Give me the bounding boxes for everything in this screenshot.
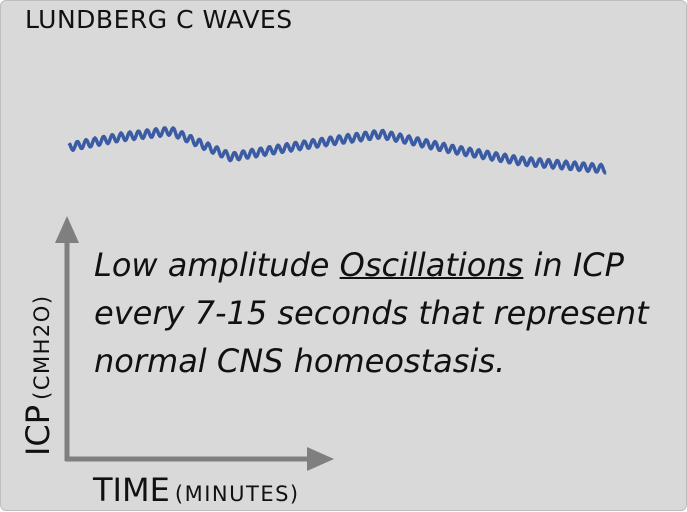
description: Low amplitude Oscillations in ICP every … — [94, 241, 664, 385]
y-unit: (CMH2O) — [30, 294, 54, 400]
description-underlined: Oscillations — [339, 246, 524, 284]
x-axis-label: TIME (MINUTES) — [93, 471, 300, 509]
y-label: ICP — [19, 404, 57, 456]
wave — [67, 126, 607, 175]
x-label: TIME — [93, 471, 170, 509]
x-arrow — [307, 447, 334, 471]
description-text: in ICP every 7-15 seconds that represent… — [94, 246, 649, 380]
x-unit: (MINUTES) — [174, 482, 300, 506]
description-text: Low amplitude — [94, 246, 330, 284]
y-arrow — [55, 216, 79, 243]
title: LUNDBERG C WAVES — [25, 5, 293, 34]
y-axis-label: ICP (CMH2O) — [19, 294, 57, 456]
